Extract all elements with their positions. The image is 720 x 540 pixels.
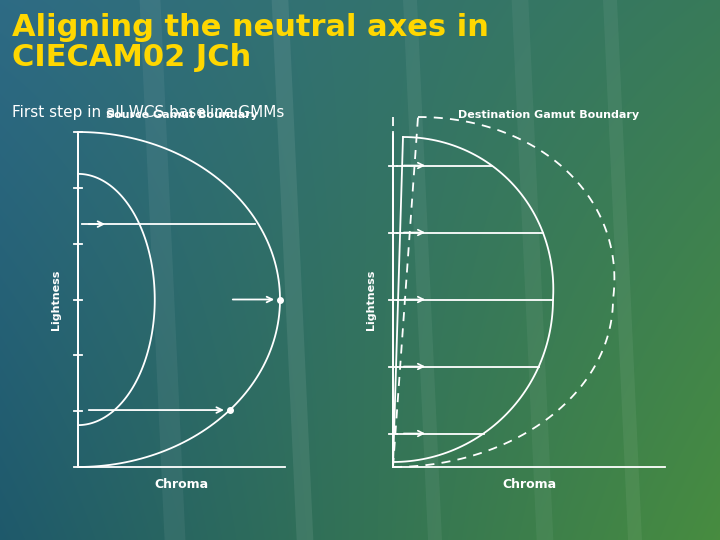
Text: Lightness: Lightness xyxy=(366,269,376,330)
Text: Destination Gamut Boundary: Destination Gamut Boundary xyxy=(459,110,639,120)
Text: Lightness: Lightness xyxy=(51,269,61,330)
Text: Aligning the neutral axes in
CIECAM02 JCh: Aligning the neutral axes in CIECAM02 JC… xyxy=(12,13,489,72)
Text: First step in all WCS baseline GMMs: First step in all WCS baseline GMMs xyxy=(12,105,284,120)
Text: Chroma: Chroma xyxy=(154,478,209,491)
Text: Chroma: Chroma xyxy=(502,478,556,491)
Text: Source Gamut Boundary: Source Gamut Boundary xyxy=(106,110,258,120)
